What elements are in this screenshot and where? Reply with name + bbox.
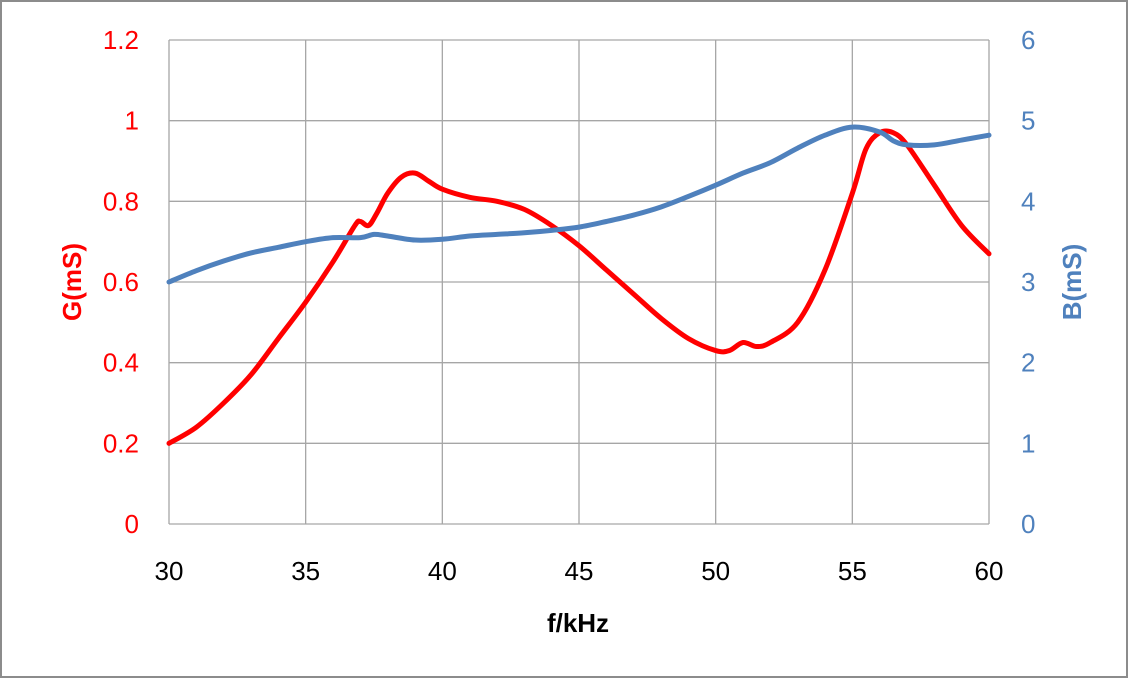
right-axis-ticks: 0 1 2 3 4 5 6 [1021,25,1035,539]
right-tick-label: 1 [1021,428,1035,458]
left-tick-label: 0.6 [103,267,139,297]
right-tick-label: 2 [1021,348,1035,378]
x-tick-label: 60 [975,556,1004,586]
x-tick-label: 35 [291,556,320,586]
x-tick-label: 30 [155,556,184,586]
right-axis-title: B(mS) [1057,244,1087,321]
left-axis-title: G(mS) [57,243,87,321]
series-lines [166,124,992,446]
left-tick-label: 0.8 [103,186,139,216]
left-tick-label: 1 [125,106,139,136]
x-tick-label: 55 [838,556,867,586]
b-series-line [166,124,992,285]
left-tick-label: 1.2 [103,25,139,55]
right-tick-label: 5 [1021,106,1035,136]
grid-lines [168,39,990,525]
left-tick-label: 0.2 [103,428,139,458]
left-tick-label: 0.4 [103,348,139,378]
left-tick-label: 0 [125,509,139,539]
x-tick-label: 45 [565,556,594,586]
right-tick-label: 0 [1021,509,1035,539]
left-axis-ticks: 0 0.2 0.4 0.6 0.8 1 1.2 [103,25,139,539]
right-tick-label: 3 [1021,267,1035,297]
x-tick-label: 40 [428,556,457,586]
right-tick-label: 4 [1021,186,1035,216]
x-axis-title: f/kHz [547,608,609,638]
x-axis-ticks: 30 35 40 45 50 55 60 [155,556,1004,586]
x-tick-label: 50 [701,556,730,586]
right-tick-label: 6 [1021,25,1035,55]
